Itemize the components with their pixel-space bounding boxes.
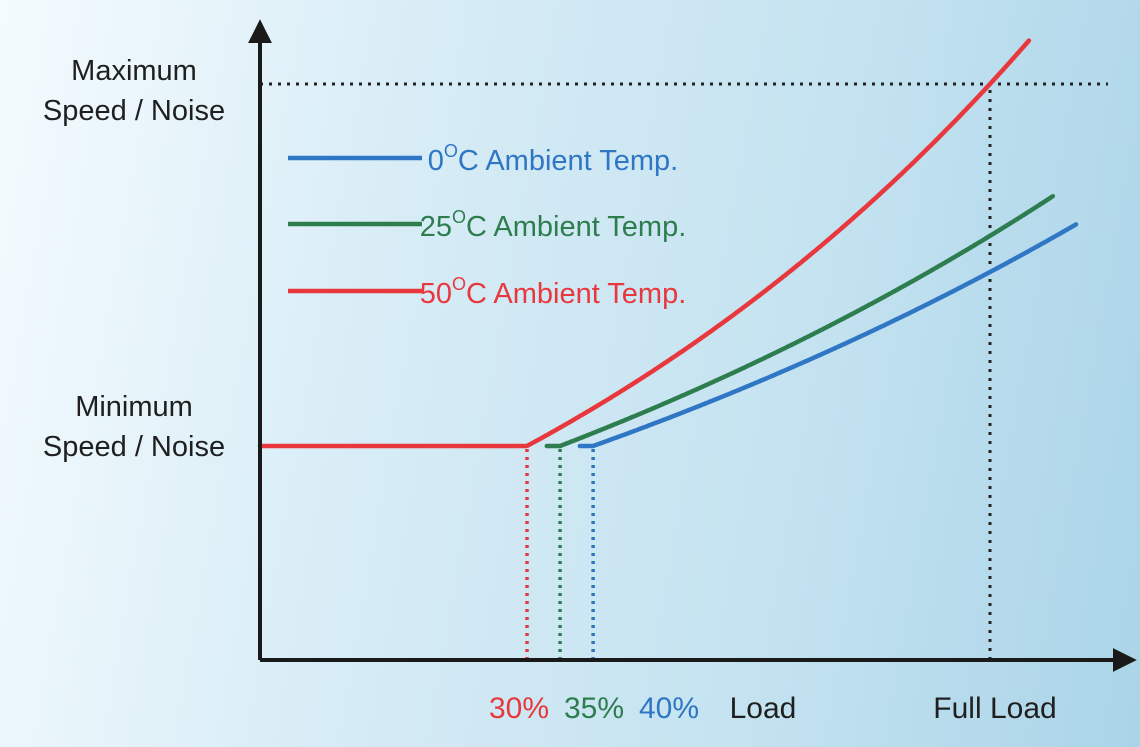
min-speed-label-line2: Speed / Noise bbox=[43, 431, 225, 463]
series-line-50c bbox=[257, 38, 1032, 449]
x-tick-label-load: Load bbox=[730, 692, 797, 725]
x-tick-label-35-: 35% bbox=[564, 692, 624, 725]
series-line-25c bbox=[544, 193, 1056, 449]
x-tick-label-40-: 40% bbox=[639, 692, 699, 725]
legend-label-50c: 50OC Ambient Temp. bbox=[420, 274, 687, 310]
x-tick-label-30-: 30% bbox=[489, 692, 549, 725]
max-speed-label-line2: Speed / Noise bbox=[43, 95, 225, 127]
max-speed-label-line1: Maximum bbox=[71, 55, 197, 87]
legend-label-25c: 25OC Ambient Temp. bbox=[420, 207, 687, 243]
legend-label-0c: 0OC Ambient Temp. bbox=[428, 141, 678, 177]
x-tick-label-full-load: Full Load bbox=[933, 692, 1056, 725]
min-speed-label-line1: Minimum bbox=[75, 391, 193, 423]
series-line-0c bbox=[577, 222, 1079, 449]
